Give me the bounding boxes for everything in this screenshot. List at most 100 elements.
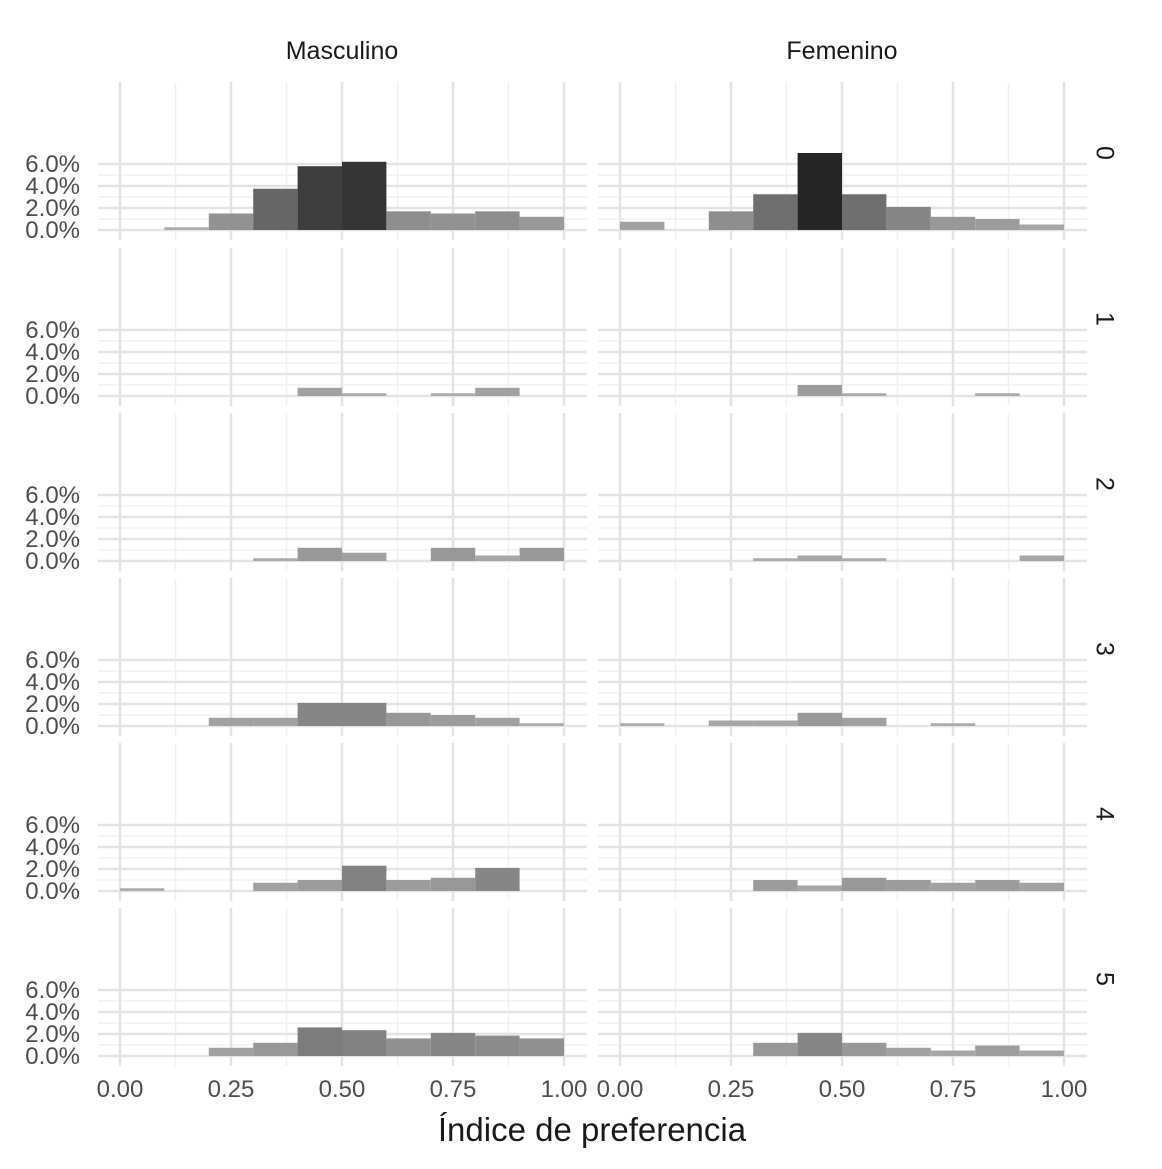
histogram-bar xyxy=(975,1045,1020,1056)
histogram-bar xyxy=(519,547,564,561)
histogram-bar xyxy=(386,880,431,891)
panel-masculino-0 xyxy=(98,82,587,240)
histogram-bar xyxy=(753,720,798,726)
x-tick-label: 1.00 xyxy=(541,1076,588,1103)
histogram-bar xyxy=(342,161,387,230)
panel-femenino-3 xyxy=(598,578,1087,736)
histogram-bar xyxy=(253,188,298,230)
histogram-bar xyxy=(164,227,209,230)
histogram-bar xyxy=(475,717,520,726)
x-tick-label: 0.25 xyxy=(208,1076,255,1103)
y-tick-label: 4.0% xyxy=(25,669,80,696)
y-tick-label: 4.0% xyxy=(25,999,80,1026)
histogram-bar xyxy=(430,715,476,726)
x-tick-label: 0.75 xyxy=(430,1076,477,1103)
histogram-bar xyxy=(886,880,931,891)
histogram-bar xyxy=(297,702,342,726)
histogram-bar xyxy=(342,552,387,561)
histogram-bar xyxy=(253,717,298,726)
histogram-bar xyxy=(797,555,842,561)
histogram-bar xyxy=(753,194,798,230)
histogram-bar xyxy=(253,882,298,891)
y-tick-label: 2.0% xyxy=(25,856,80,883)
y-tick-label: 0.0% xyxy=(25,1043,80,1070)
histogram-bar xyxy=(1019,882,1064,891)
y-tick-label: 6.0% xyxy=(25,812,80,839)
histogram-bar xyxy=(475,867,520,891)
histogram-bar xyxy=(1019,224,1064,230)
y-tick-label: 4.0% xyxy=(25,173,80,200)
y-tick-label: 4.0% xyxy=(25,504,80,531)
panel-masculino-2 xyxy=(98,413,587,571)
panel-femenino-1 xyxy=(598,248,1087,406)
y-tick-label: 4.0% xyxy=(25,834,80,861)
histogram-bar xyxy=(519,216,564,230)
panel-femenino-4 xyxy=(598,743,1087,901)
histogram-bar xyxy=(386,1038,431,1056)
histogram-bar xyxy=(753,1042,798,1056)
histogram-bar xyxy=(297,1027,342,1056)
y-tick-label: 0.0% xyxy=(25,713,80,740)
panel-masculino-1 xyxy=(98,248,587,406)
histogram-bar xyxy=(797,153,842,230)
histogram-bar xyxy=(208,717,254,726)
y-tick-label: 2.0% xyxy=(25,526,80,553)
histogram-bar xyxy=(342,1030,387,1056)
y-tick-label: 6.0% xyxy=(25,482,80,509)
histogram-bar xyxy=(342,865,387,891)
column-title-femenino: Femenino xyxy=(786,37,897,65)
row-strip-label-5: 5 xyxy=(1090,972,1118,986)
x-tick-label: 0.00 xyxy=(597,1076,644,1103)
histogram-bar xyxy=(797,1032,842,1056)
histogram-bar xyxy=(297,880,342,891)
histogram-bar xyxy=(430,1032,476,1056)
histogram-bar xyxy=(620,221,665,230)
histogram-bar xyxy=(886,1047,931,1056)
x-axis-label: Índice de preferencia xyxy=(438,1111,747,1148)
x-tick-label: 0.50 xyxy=(319,1076,366,1103)
y-tick-label: 4.0% xyxy=(25,339,80,366)
histogram-bar xyxy=(475,1035,520,1056)
y-tick-label: 0.0% xyxy=(25,548,80,575)
histogram-bar xyxy=(253,558,298,561)
y-tick-label: 2.0% xyxy=(25,1021,80,1048)
panel-femenino-2 xyxy=(598,413,1087,571)
facet-panels xyxy=(98,82,1087,1066)
histogram-bar xyxy=(342,393,387,396)
panel-femenino-0 xyxy=(598,82,1087,240)
histogram-bar xyxy=(297,547,342,561)
y-tick-label: 0.0% xyxy=(25,217,80,244)
histogram-bar xyxy=(708,211,754,230)
histogram-bar xyxy=(430,213,476,230)
panel-masculino-3 xyxy=(98,578,587,736)
y-tick-label: 2.0% xyxy=(25,691,80,718)
histogram-bar xyxy=(842,877,887,891)
x-tick-label: 1.00 xyxy=(1041,1076,1088,1103)
histogram-bar xyxy=(297,166,342,230)
histogram-bar xyxy=(753,880,798,891)
x-tick-label: 0.50 xyxy=(819,1076,866,1103)
histogram-bar xyxy=(930,723,976,726)
histogram-bar xyxy=(297,387,342,396)
histogram-bar xyxy=(930,882,976,891)
histogram-bar xyxy=(930,1050,976,1056)
histogram-bar xyxy=(930,216,976,230)
histogram-bar xyxy=(253,1042,298,1056)
histogram-bar xyxy=(386,712,431,726)
histogram-bar xyxy=(1019,1050,1064,1056)
x-axis-ticks: 0.00 0.25 0.50 0.75 1.00 0.00 0.25 0.50 0.75 1.00 xyxy=(97,1076,1088,1103)
histogram-bar xyxy=(975,880,1020,891)
y-tick-label: 0.0% xyxy=(25,878,80,905)
histogram-bar xyxy=(342,702,387,726)
histogram-bar xyxy=(753,558,798,561)
y-tick-label: 6.0% xyxy=(25,317,80,344)
histogram-bar xyxy=(475,387,520,396)
histogram-bar xyxy=(975,393,1020,396)
y-tick-label: 6.0% xyxy=(25,977,80,1004)
histogram-bar xyxy=(1019,555,1064,561)
column-strip-titles: Masculino Femenino xyxy=(286,37,898,65)
histogram-bar xyxy=(842,194,887,230)
histogram-bar xyxy=(886,206,931,230)
histogram-bar xyxy=(842,1042,887,1056)
